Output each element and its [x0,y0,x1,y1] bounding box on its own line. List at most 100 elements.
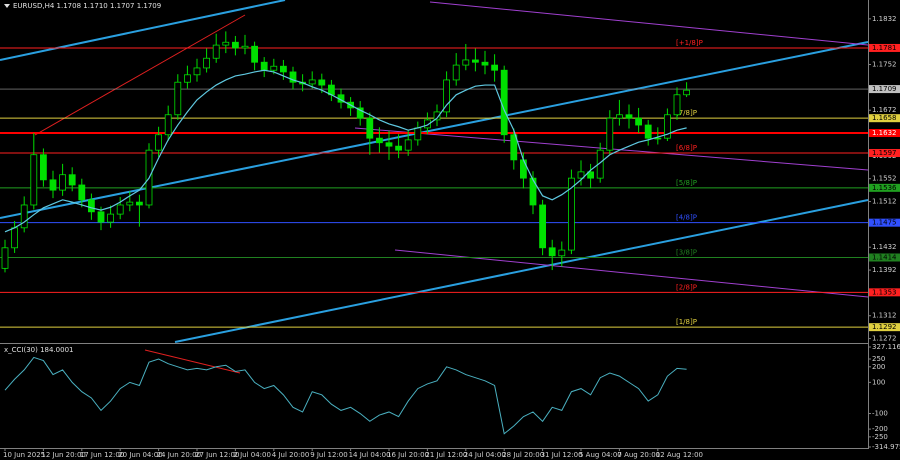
level-price-box [869,43,900,52]
candle-body [568,177,575,251]
x-tick-label: 27 Jun 12:00 [195,451,239,459]
candle-body [135,201,143,206]
y-tick-label: 1.1552 [872,175,897,183]
last-price: 1.1709 [872,85,897,93]
candle-body [30,154,38,206]
candle-body [548,247,556,257]
level-price-box [869,114,900,123]
y-tick-label: 1.1272 [872,335,897,343]
candle-body [203,57,211,69]
chart-title: EURUSD,H4 1.1708 1.1710 1.1707 1.1709 [13,2,161,10]
y-tick-label: 1.1832 [872,15,897,23]
cci-line [4,356,687,435]
level-label: [7/8]P [676,109,697,117]
candle-body [385,142,393,147]
x-tick-label: 12 Jun 20:00 [41,451,85,459]
level-price-box [869,149,900,158]
y-tick-label: 100 [872,378,885,386]
candle-body [59,174,66,191]
candle-body [270,65,278,71]
y-tick-label: 327.116 [872,343,900,351]
candle-body [481,61,489,66]
candle-body [423,119,431,129]
candle-body [606,117,614,151]
candle-body [433,111,441,121]
x-tick-label: 21 Jul 12:00 [425,451,467,459]
x-tick-label: 20 Jun 04:00 [118,451,162,459]
candle-body [500,69,508,136]
trend-line [34,14,246,136]
level-price: 1.1597 [872,149,897,157]
level-price-box [869,323,900,332]
candle-body [88,199,95,213]
candle-body [625,114,633,119]
trend-line [429,1,869,46]
level-label: [2/8]P [676,283,697,291]
candle-body [231,41,239,49]
candle-body [241,45,249,49]
y-tick-label: 250 [872,355,885,363]
x-tick-label: 2 Jul 04:00 [233,451,271,459]
candle-body [20,204,28,229]
y-tick-label: 1.1512 [872,198,897,206]
last-price-box [869,85,900,94]
candle-body [356,107,364,119]
candle-body [520,159,527,179]
candle-body [164,114,172,136]
trend-line [144,349,241,374]
candle-body [375,137,383,144]
candle-body [404,139,412,151]
level-price: 1.1353 [872,288,897,296]
level-price: 1.1781 [872,44,897,52]
level-price-box [869,253,900,262]
level-label: [3/8]P [676,248,697,256]
candle-body [443,79,451,113]
level-price: 1.1658 [872,114,897,122]
candle-body [260,61,268,71]
candle-body [577,171,585,179]
candle-body [116,204,124,215]
candle-body [366,117,374,139]
candle-body [510,134,518,161]
candle-body [644,124,652,139]
candle-body [251,45,259,63]
candle-body [126,201,134,206]
level-label: [1/8]P [676,318,697,326]
y-tick-label: -250 [872,433,888,441]
candle-body [308,79,316,85]
candle-body [414,127,422,141]
candle-body [11,227,19,249]
candle-body [529,177,537,206]
candle-body [654,137,662,140]
x-tick-label: 14 Jul 04:00 [349,451,391,459]
indicator-title: x_CCI(30) 184.0001 [4,346,73,354]
x-tick-label: 7 Aug 20:00 [617,451,660,459]
line-price: 1.1632 [872,129,897,137]
y-tick-label: 1.1312 [872,312,897,320]
y-tick-label: 200 [872,363,885,371]
x-tick-label: 24 Jul 04:00 [464,451,506,459]
candle-body [471,59,479,63]
candle-body [97,211,105,223]
candle-body [673,94,681,116]
candle-body [107,213,114,223]
candle-body [462,59,470,66]
level-price: 1.1414 [872,253,897,261]
y-tick-label: -200 [872,425,888,433]
y-tick-label: 1.1432 [872,243,897,251]
y-tick-label: 1.1752 [872,61,897,69]
candle-body [395,145,403,151]
candle-body [78,184,86,201]
y-tick-label: -100 [872,410,888,418]
y-tick-label: 1.1672 [872,106,897,114]
candle-body [318,79,326,86]
y-tick-label: 1.1392 [872,266,897,274]
x-tick-label: 12 Aug 12:00 [656,451,703,459]
level-price: 1.1292 [872,323,897,331]
x-tick-label: 17 Jun 12:00 [80,451,124,459]
level-label: [4/8]P [676,214,697,222]
x-tick-label: 5 Aug 04:00 [579,451,622,459]
level-price: 1.1536 [872,184,897,192]
candle-body [596,149,604,179]
